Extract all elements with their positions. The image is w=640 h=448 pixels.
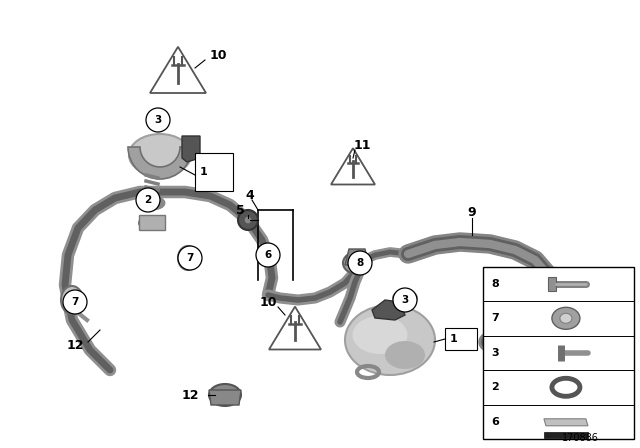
Polygon shape <box>548 277 556 291</box>
Ellipse shape <box>385 341 425 369</box>
Ellipse shape <box>244 216 252 224</box>
Text: 7: 7 <box>186 253 194 263</box>
Text: 8: 8 <box>356 258 364 268</box>
Ellipse shape <box>343 252 371 274</box>
Text: 6: 6 <box>492 417 499 427</box>
FancyBboxPatch shape <box>445 328 477 350</box>
Polygon shape <box>331 148 375 185</box>
Text: 170886: 170886 <box>561 433 598 443</box>
Ellipse shape <box>184 253 193 263</box>
Ellipse shape <box>238 210 258 230</box>
Ellipse shape <box>209 384 241 406</box>
Ellipse shape <box>129 134 191 176</box>
Text: 3: 3 <box>154 115 162 125</box>
Text: 2: 2 <box>145 195 152 205</box>
Circle shape <box>146 108 170 132</box>
Polygon shape <box>182 136 200 162</box>
Ellipse shape <box>178 246 198 270</box>
Text: 4: 4 <box>246 189 254 202</box>
Circle shape <box>393 288 417 312</box>
Polygon shape <box>209 390 241 405</box>
Circle shape <box>136 188 160 212</box>
Polygon shape <box>139 215 165 230</box>
Polygon shape <box>150 47 206 93</box>
Ellipse shape <box>139 216 165 230</box>
Text: 9: 9 <box>468 206 476 219</box>
Polygon shape <box>345 249 369 265</box>
Text: 3: 3 <box>492 348 499 358</box>
Text: 7: 7 <box>71 297 79 307</box>
Polygon shape <box>544 432 588 438</box>
Text: 6: 6 <box>264 250 271 260</box>
Text: 7: 7 <box>492 313 499 323</box>
Ellipse shape <box>61 286 83 314</box>
Text: 1: 1 <box>450 334 458 344</box>
Ellipse shape <box>552 307 580 329</box>
Text: 10: 10 <box>259 296 276 309</box>
Text: 2: 2 <box>492 382 499 392</box>
Polygon shape <box>269 306 321 349</box>
Text: 12: 12 <box>181 388 199 401</box>
Wedge shape <box>128 147 192 179</box>
Circle shape <box>348 251 372 275</box>
Ellipse shape <box>345 305 435 375</box>
Text: 1: 1 <box>200 167 208 177</box>
Text: 11: 11 <box>353 138 371 151</box>
Text: 8: 8 <box>492 279 499 289</box>
Polygon shape <box>372 300 405 320</box>
FancyBboxPatch shape <box>195 153 233 191</box>
Circle shape <box>63 290 87 314</box>
Ellipse shape <box>393 290 417 306</box>
Text: 5: 5 <box>236 203 244 216</box>
Ellipse shape <box>353 316 408 354</box>
Text: 10: 10 <box>209 48 227 61</box>
Ellipse shape <box>67 293 77 307</box>
Text: 12: 12 <box>67 339 84 352</box>
Text: 3: 3 <box>401 295 408 305</box>
Polygon shape <box>544 419 588 426</box>
Circle shape <box>178 246 202 270</box>
Polygon shape <box>483 267 634 439</box>
Ellipse shape <box>560 313 572 323</box>
Circle shape <box>256 243 280 267</box>
